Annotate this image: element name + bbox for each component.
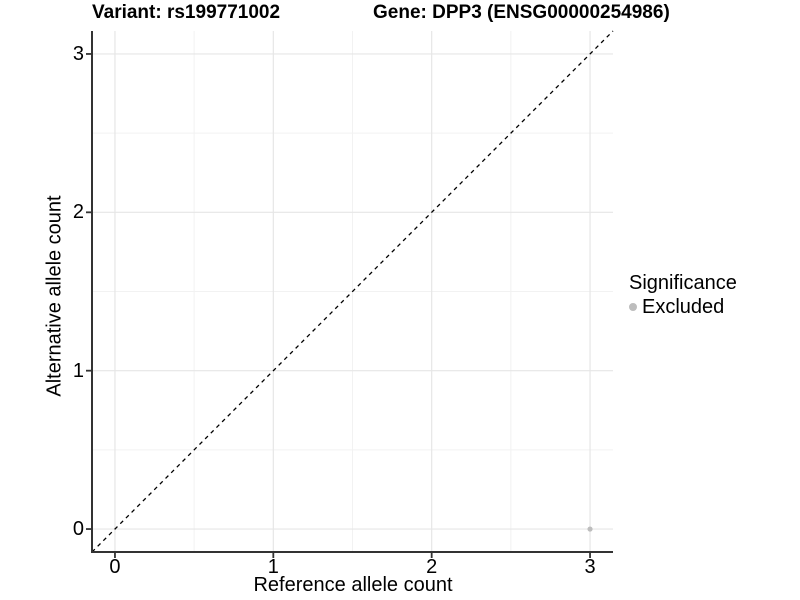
x-tick-label: 2 <box>426 556 438 578</box>
y-tick-label: 0 <box>72 518 84 541</box>
legend-point-icon <box>629 303 637 311</box>
x-tick-label: 0 <box>109 556 121 578</box>
variant-title: Variant: rs199771002 <box>92 2 281 23</box>
legend-item-excluded: Excluded <box>629 295 737 319</box>
data-point <box>587 526 593 532</box>
y-tick-label: 2 <box>72 201 84 224</box>
legend-item-label: Excluded <box>642 296 725 318</box>
identity-dashed-line <box>91 30 614 553</box>
x-axis-title: Reference allele count <box>253 574 453 596</box>
legend: Significance Excluded <box>629 271 737 319</box>
x-tick-label: 1 <box>267 556 279 578</box>
y-axis-title: Alternative allele count <box>43 195 66 397</box>
y-tick-label: 1 <box>72 359 84 382</box>
gene-title: Gene: DPP3 (ENSG00000254986) <box>373 2 670 23</box>
x-tick-label: 3 <box>584 556 596 578</box>
y-tick-label: 3 <box>72 42 84 65</box>
legend-title: Significance <box>629 272 737 294</box>
